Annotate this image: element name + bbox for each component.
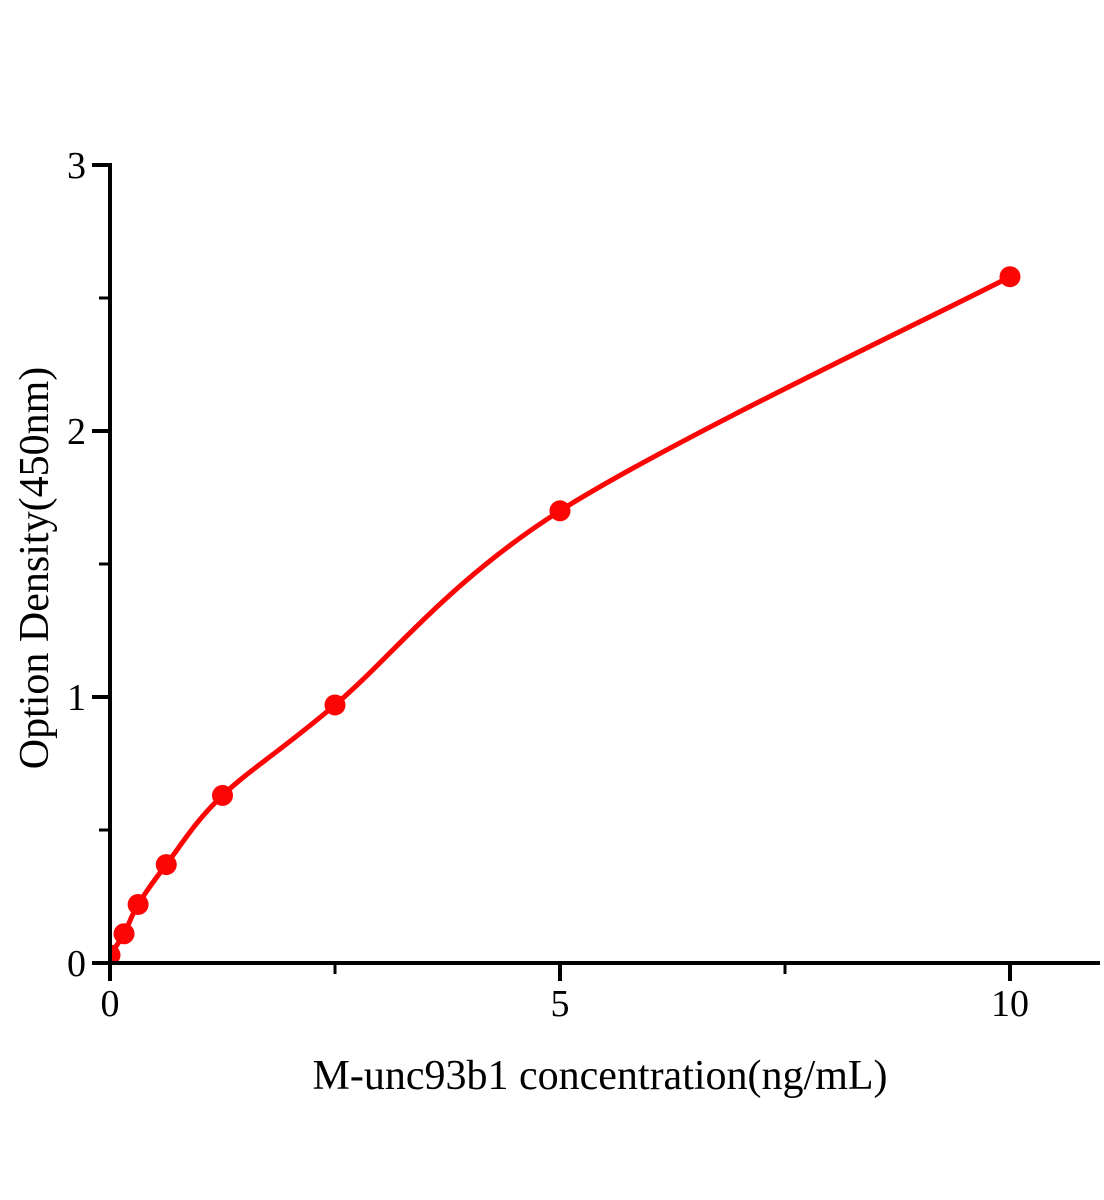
data-point	[324, 694, 346, 716]
data-point	[999, 266, 1021, 288]
data-point	[155, 854, 177, 876]
axes-layer: 0 5 10 0 1 2 3	[67, 145, 1100, 1025]
y-tick-label: 3	[67, 145, 86, 187]
x-axis-title: M-unc93b1 concentration(ng/mL)	[313, 1053, 888, 1099]
x-tick-label: 10	[991, 983, 1029, 1025]
data-point	[549, 500, 571, 522]
y-tick-label: 1	[67, 677, 86, 719]
data-point	[212, 784, 233, 806]
y-tick-label: 2	[67, 411, 86, 453]
series-layer	[108, 266, 1021, 963]
data-point	[113, 923, 135, 945]
y-axis-title: Option Density(450nm)	[12, 367, 58, 769]
y-tick-label: 0	[67, 943, 86, 985]
x-tick-label: 0	[101, 983, 120, 1025]
x-tick-label: 5	[551, 983, 570, 1025]
data-point	[127, 893, 149, 915]
fit-curve	[108, 274, 1012, 957]
